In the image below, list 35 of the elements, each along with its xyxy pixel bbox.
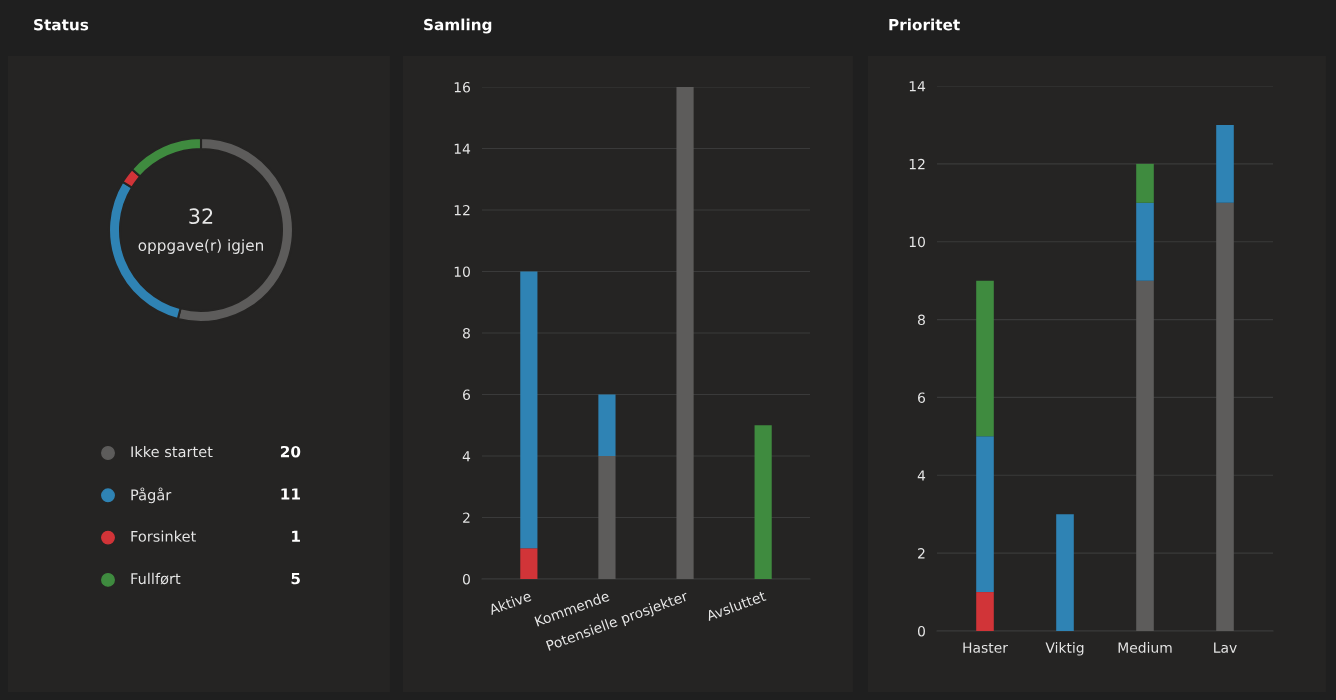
x-tick-label: Aktive: [487, 590, 532, 616]
y-tick-label: 0: [917, 625, 925, 637]
x-tick-label: Viktig: [1045, 642, 1084, 656]
legend-label: Ikke startet: [131, 445, 213, 458]
data-label: 1: [292, 530, 300, 542]
y-tick-label: 16: [454, 81, 471, 93]
data-label: 5: [291, 572, 300, 585]
chart-title: Samling: [424, 18, 492, 34]
y-tick-label: 10: [909, 236, 925, 248]
y-tick-label: 14: [454, 143, 471, 154]
x-tick-label: Medium: [1118, 642, 1172, 653]
y-tick-label: 6: [463, 389, 471, 400]
legend-label: Forsinket: [131, 530, 196, 542]
data-label: 11: [281, 488, 300, 500]
y-tick-label: 12: [454, 204, 470, 216]
text: oppgave(r) igjen: [138, 239, 263, 254]
y-tick-label: 14: [909, 81, 926, 92]
x-tick-label: Lav: [1214, 642, 1237, 653]
y-tick-label: 4: [917, 470, 926, 481]
legend-label: Fullført: [131, 572, 181, 585]
y-tick-label: 12: [909, 158, 925, 170]
legend-label: Pågår: [131, 487, 172, 504]
text: 32: [189, 208, 213, 225]
x-tick-label: Haster: [963, 642, 1008, 653]
y-tick-label: 4: [462, 451, 471, 462]
chart-title: Prioritet: [889, 18, 960, 31]
y-tick-label: 2: [463, 512, 470, 523]
data-label: 20: [280, 445, 301, 458]
y-tick-label: 8: [462, 327, 470, 339]
y-tick-label: 8: [917, 314, 925, 326]
chart-title: Status: [34, 18, 89, 31]
y-tick-label: 6: [918, 392, 926, 403]
y-tick-label: 0: [462, 573, 470, 585]
y-tick-label: 2: [918, 548, 925, 559]
y-tick-label: 10: [454, 266, 470, 277]
